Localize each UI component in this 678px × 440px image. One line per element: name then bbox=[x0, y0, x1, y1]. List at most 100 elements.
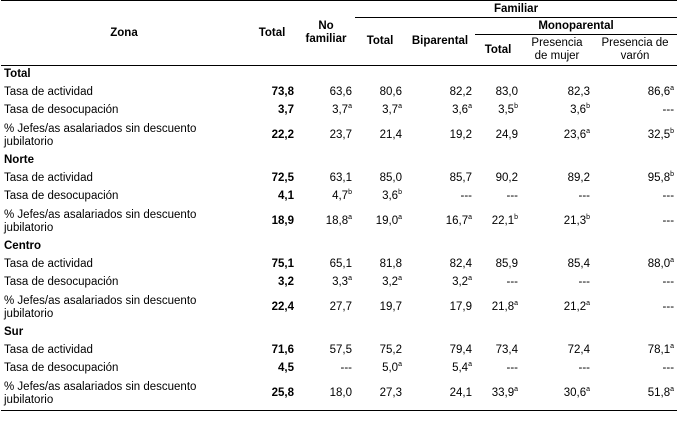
cell-value: 18,9 bbox=[271, 215, 294, 227]
table-cell: 3,3a bbox=[297, 273, 355, 291]
table-row: Tasa de actividad 75,1 65,1 81,8 82,4 85,9 85,… bbox=[1, 255, 677, 273]
row-label: Tasa de actividad bbox=[4, 85, 93, 98]
table-cell: 21,3b bbox=[521, 205, 593, 238]
cell-footnote-mark: a bbox=[670, 386, 675, 394]
table-cell: 73,8 bbox=[247, 83, 297, 101]
cell-footnote-mark: a bbox=[586, 300, 590, 308]
cell-value: --- bbox=[460, 189, 473, 202]
cell-value: 4,7 bbox=[332, 189, 349, 202]
table-cell: --- bbox=[593, 359, 677, 377]
table-cell: 95,8b bbox=[593, 169, 677, 187]
table-cell: 21,8a bbox=[475, 291, 521, 324]
header-familiar: Familiar bbox=[355, 0, 678, 18]
cell-value: --- bbox=[662, 189, 675, 202]
table-cell: 24,9 bbox=[475, 119, 521, 152]
zone-name: Norte bbox=[4, 154, 35, 166]
cell-value: 3,2 bbox=[452, 275, 469, 288]
table-cell: --- bbox=[475, 273, 521, 291]
table-cell: 3,2a bbox=[405, 273, 475, 291]
cell-footnote-mark: a bbox=[586, 386, 590, 394]
cell-value: --- bbox=[578, 275, 591, 288]
cell-value: 3,6 bbox=[452, 103, 469, 116]
table-cell: 82,4 bbox=[405, 255, 475, 273]
table-row: Tasa de desocupación 4,1 4,7b 3,6b --- --- ---… bbox=[1, 187, 677, 205]
cell-footnote-mark: a bbox=[468, 360, 472, 368]
cell-value: 27,7 bbox=[329, 301, 352, 313]
table-row: % Jefes/as asalariados sin descuento jub… bbox=[1, 377, 678, 411]
row-label: Tasa de desocupación bbox=[4, 275, 119, 288]
table-cell: 19,2 bbox=[405, 119, 475, 152]
table-cell: --- bbox=[475, 359, 521, 377]
table-cell: 17,9 bbox=[405, 291, 475, 324]
row-label: Tasa de actividad bbox=[4, 343, 93, 356]
table-cell: 72,4 bbox=[521, 341, 593, 359]
statistics-table: Zona Total No familiar Familiar Total Bi… bbox=[1, 0, 678, 411]
header-presencia-mujer: Presencia de mujer bbox=[521, 34, 593, 66]
cell-value: 21,4 bbox=[379, 129, 402, 141]
cell-footnote-mark: a bbox=[398, 274, 402, 282]
table-cell: 21,4 bbox=[355, 119, 405, 152]
cell-footnote-mark: a bbox=[670, 84, 675, 92]
zone-row: Centro bbox=[1, 238, 677, 255]
row-label: % Jefes/as asalariados sin descuento jub… bbox=[1, 377, 247, 411]
cell-value: 80,6 bbox=[379, 85, 402, 98]
cell-value: 3,2 bbox=[382, 275, 399, 288]
table-cell: 25,8 bbox=[247, 377, 297, 411]
cell-value: 22,4 bbox=[271, 301, 294, 313]
cell-value: 85,7 bbox=[449, 171, 472, 184]
table-cell: 30,6a bbox=[521, 377, 593, 411]
table-cell: 33,9a bbox=[475, 377, 521, 411]
table-cell: 3,7a bbox=[355, 101, 405, 119]
table-cell: 72,5 bbox=[247, 169, 297, 187]
cell-value: 71,6 bbox=[271, 343, 294, 356]
zone-name: Total bbox=[4, 68, 31, 80]
cell-value: 16,7 bbox=[445, 215, 469, 227]
zone-name: Sur bbox=[4, 326, 24, 338]
cell-footnote-mark: a bbox=[670, 342, 675, 350]
table-cell: 78,1a bbox=[593, 341, 677, 359]
cell-value: 27,3 bbox=[379, 387, 402, 399]
table-cell: 19,7 bbox=[355, 291, 405, 324]
row-label: % Jefes/as asalariados sin descuento jub… bbox=[4, 208, 197, 234]
zone-row: Total bbox=[1, 66, 677, 84]
zone-row: Sur bbox=[1, 324, 677, 341]
cell-value: 24,9 bbox=[495, 129, 518, 141]
table-cell: 5,0a bbox=[355, 359, 405, 377]
cell-value: 81,8 bbox=[379, 257, 402, 270]
table-cell: 85,7 bbox=[405, 169, 475, 187]
cell-footnote-mark: b bbox=[514, 214, 518, 222]
cell-footnote-mark: a bbox=[348, 214, 352, 222]
cell-value: 75,2 bbox=[379, 343, 402, 356]
table-cell: 21,2a bbox=[521, 291, 593, 324]
cell-value: --- bbox=[506, 361, 519, 374]
cell-footnote-mark: a bbox=[398, 102, 402, 110]
cell-value: --- bbox=[506, 189, 519, 202]
cell-footnote-mark: a bbox=[348, 102, 352, 110]
cell-value: 21,2 bbox=[563, 301, 587, 313]
table-cell: --- bbox=[521, 359, 593, 377]
table-row: % Jefes/as asalariados sin descuento jub… bbox=[1, 291, 677, 324]
cell-value: --- bbox=[662, 361, 675, 374]
table-cell: 23,6a bbox=[521, 119, 593, 152]
row-label: Tasa de desocupación bbox=[4, 189, 119, 202]
cell-value: --- bbox=[662, 103, 675, 116]
table-cell: 3,6a bbox=[405, 101, 475, 119]
cell-value: 30,6 bbox=[563, 387, 587, 399]
cell-footnote-mark: a bbox=[468, 274, 472, 282]
header-familiar-total: Total bbox=[355, 17, 405, 66]
table-cell: 5,4a bbox=[405, 359, 475, 377]
cell-value: 63,6 bbox=[329, 85, 352, 98]
cell-value: 5,4 bbox=[452, 361, 469, 374]
cell-value: 19,2 bbox=[449, 129, 472, 141]
header-zona: Zona bbox=[1, 0, 247, 66]
table-row: Tasa de actividad 73,8 63,6 80,6 82,2 83,0 82,… bbox=[1, 83, 677, 101]
table-cell: 3,2a bbox=[355, 273, 405, 291]
table-cell: 88,0a bbox=[593, 255, 677, 273]
cell-value: 22,1 bbox=[491, 215, 515, 227]
table-cell: 24,1 bbox=[405, 377, 475, 411]
cell-value: 4,1 bbox=[278, 189, 294, 202]
table-cell: 22,4 bbox=[247, 291, 297, 324]
cell-value: 3,3 bbox=[332, 275, 349, 288]
table-cell: --- bbox=[593, 291, 677, 324]
row-label: % Jefes/as asalariados sin descuento jub… bbox=[4, 294, 197, 320]
